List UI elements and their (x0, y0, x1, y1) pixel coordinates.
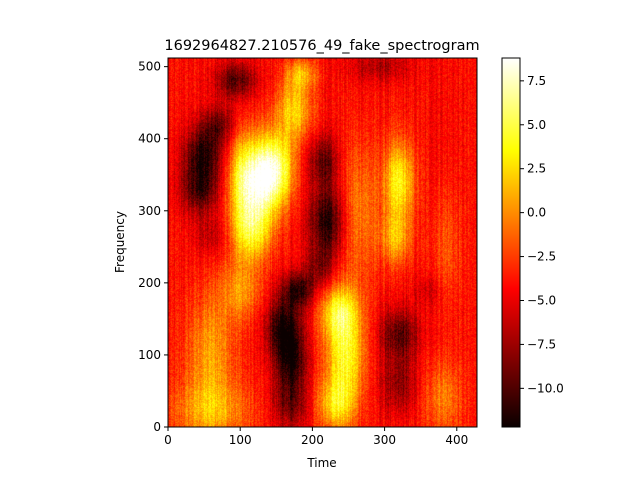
x-tick-label: 400 (445, 433, 468, 447)
y-tick-label: 0 (153, 420, 161, 434)
y-axis-label: Frequency (113, 211, 127, 273)
y-tick-label: 500 (138, 60, 161, 74)
colorbar-tick-label: −2.5 (527, 250, 556, 264)
x-axis: 0 100 200 300 400 (164, 427, 468, 447)
y-tick-label: 300 (138, 204, 161, 218)
colorbar-tick-label: −10.0 (527, 381, 564, 395)
y-tick-label: 200 (138, 276, 161, 290)
colorbar-tick-label: 2.5 (527, 162, 546, 176)
colorbar-tick-label: −5.0 (527, 293, 556, 307)
chart-title: 1692964827.210576_49_fake_spectrogram (164, 38, 479, 54)
plot-frame (167, 57, 478, 428)
colorbar-tick-label: −7.5 (527, 337, 556, 351)
colorbar (501, 57, 521, 428)
y-axis: 0 100 200 300 400 500 (138, 60, 168, 434)
x-axis-label: Time (306, 456, 336, 470)
y-tick-label: 100 (138, 348, 161, 362)
heatmap-area (168, 58, 477, 427)
x-tick-label: 300 (373, 433, 396, 447)
y-tick-label: 400 (138, 132, 161, 146)
x-tick-label: 200 (301, 433, 324, 447)
colorbar-tick-label: 5.0 (527, 118, 546, 132)
x-tick-label: 100 (229, 433, 252, 447)
colorbar-tick-label: 7.5 (527, 74, 546, 88)
colorbar-axis: −10.0 −7.5 −5.0 −2.5 0.0 2.5 5.0 7.5 (520, 74, 564, 395)
colorbar-tick-label: 0.0 (527, 206, 546, 220)
x-tick-label: 0 (164, 433, 172, 447)
